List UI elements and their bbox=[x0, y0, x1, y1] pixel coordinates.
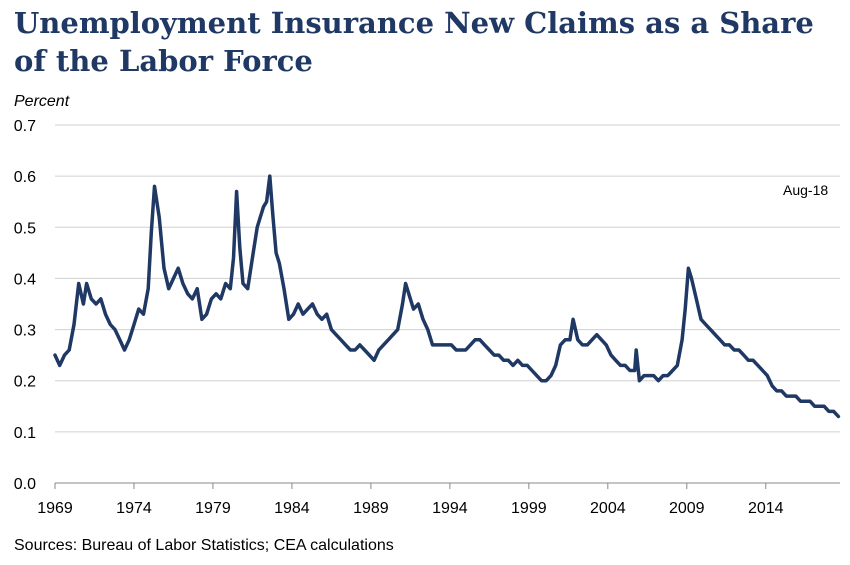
x-tick-label: 2009 bbox=[669, 500, 705, 517]
x-tick-label: 1969 bbox=[37, 500, 73, 517]
y-tick-label: 0.0 bbox=[14, 476, 36, 493]
y-tick-label: 0.6 bbox=[14, 169, 36, 186]
y-axis-label: Percent bbox=[14, 93, 70, 110]
chart-title: Unemployment Insurance New Claims as a S… bbox=[14, 6, 814, 78]
x-tick-label: 1979 bbox=[195, 500, 231, 517]
y-tick-labels: 0.0 0.1 0.2 0.3 0.4 0.5 0.6 0.7 bbox=[14, 118, 36, 493]
x-tick-labels: 1969 1974 1979 1984 1989 1994 1999 2004 2009 2014 bbox=[37, 483, 784, 517]
x-tick-label: 1999 bbox=[511, 500, 547, 517]
y-tick-label: 0.7 bbox=[14, 118, 36, 135]
x-tick-label: 2014 bbox=[748, 500, 784, 517]
x-tick-label: 1994 bbox=[432, 500, 468, 517]
x-tick-label: 1989 bbox=[353, 500, 389, 517]
x-tick-label: 2004 bbox=[590, 500, 626, 517]
y-tick-label: 0.1 bbox=[14, 425, 36, 442]
series-line bbox=[53, 174, 841, 419]
latest-date-annotation: Aug-18 bbox=[783, 182, 828, 198]
y-tick-label: 0.4 bbox=[14, 271, 36, 288]
y-tick-label: 0.3 bbox=[14, 323, 36, 340]
x-tick-label: 1974 bbox=[116, 500, 152, 517]
x-tick-label: 1984 bbox=[274, 500, 310, 517]
y-tick-label: 0.5 bbox=[14, 220, 36, 237]
source-note: Sources: Bureau of Labor Statistics; CEA… bbox=[14, 537, 394, 554]
y-tick-label: 0.2 bbox=[14, 374, 36, 391]
